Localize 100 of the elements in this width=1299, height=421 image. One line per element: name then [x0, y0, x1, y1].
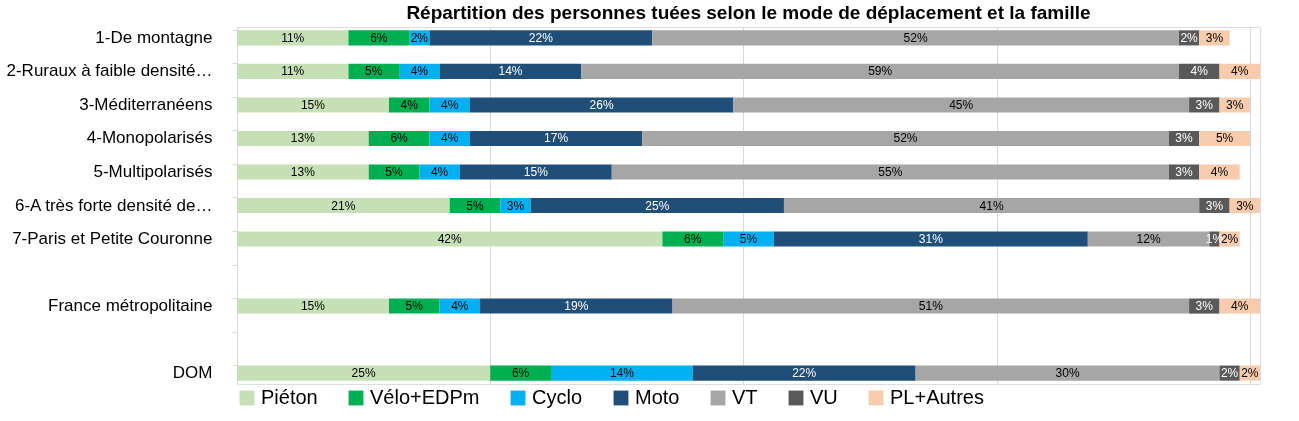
- legend-label: Vélo+EDPm: [370, 386, 480, 408]
- bar: [368, 164, 420, 180]
- bar: [1199, 164, 1240, 180]
- data-label: 5%: [739, 232, 758, 247]
- data-label: 2%: [1180, 30, 1199, 45]
- data-label: 4%: [1210, 164, 1229, 179]
- data-label: 4%: [400, 97, 419, 112]
- data-label: 2%: [1220, 366, 1239, 381]
- data-label: 3%: [1205, 198, 1224, 213]
- data-label: 4%: [410, 64, 429, 79]
- bar: [581, 63, 1179, 79]
- data-label: 11%: [281, 30, 305, 45]
- data-label: 3%: [1226, 97, 1244, 112]
- legend-label: Moto: [635, 386, 680, 408]
- data-label: 25%: [351, 366, 376, 381]
- data-label: 21%: [331, 198, 356, 213]
- bar: [419, 164, 460, 180]
- data-label: 15%: [523, 164, 549, 179]
- legend-label: Cyclo: [532, 386, 583, 408]
- data-label: 3%: [1195, 299, 1214, 314]
- y-tick-label: 1-De montagne: [95, 27, 213, 47]
- bar: [692, 365, 916, 381]
- data-label: 3%: [1195, 97, 1214, 112]
- data-label: 4%: [441, 131, 459, 146]
- bar: [915, 365, 1220, 381]
- y-tick-label: 3-Méditerranéens: [79, 94, 213, 114]
- data-label: 51%: [918, 299, 944, 314]
- chart-title: Répartition des personnes tuées selon le mode de déplacement et la famille: [406, 2, 1091, 23]
- data-label: 6%: [390, 131, 409, 146]
- data-label: 2%: [410, 30, 429, 45]
- y-tick-label: France métropolitaine: [48, 296, 213, 316]
- data-label: 4%: [451, 299, 469, 314]
- data-label: 22%: [528, 30, 554, 45]
- data-label: 45%: [949, 97, 974, 112]
- bar: [237, 130, 369, 146]
- data-label: 17%: [544, 131, 569, 146]
- data-label: 6%: [511, 366, 530, 381]
- bar: [237, 97, 389, 113]
- data-label: 4%: [441, 97, 459, 112]
- bar: [237, 365, 491, 381]
- data-label: 5%: [1215, 131, 1234, 146]
- data-label: 59%: [868, 64, 893, 79]
- data-label: 5%: [385, 164, 403, 179]
- data-label: 3%: [1175, 131, 1194, 146]
- bar: [480, 298, 673, 314]
- data-label: 4%: [1231, 299, 1249, 314]
- data-label: 26%: [589, 97, 614, 112]
- data-label: 15%: [300, 97, 326, 112]
- data-label: 52%: [893, 131, 918, 146]
- bar: [652, 30, 1179, 46]
- data-label: 15%: [300, 299, 326, 314]
- data-label: 5%: [365, 64, 383, 79]
- data-label: 41%: [979, 198, 1004, 213]
- bar: [429, 30, 653, 46]
- bar: [237, 30, 349, 46]
- data-label: 42%: [437, 232, 463, 247]
- y-tick-label: 5-Multipolarisés: [93, 161, 213, 181]
- data-label: 4%: [1190, 64, 1209, 79]
- bar: [439, 63, 582, 79]
- bar: [530, 197, 784, 214]
- legend-label: Piéton: [261, 386, 318, 408]
- data-label: 6%: [370, 30, 388, 45]
- y-tick-label: 6-A très forte densité de…: [15, 195, 213, 215]
- y-tick-label: 2-Ruraux à faible densité…: [6, 61, 213, 81]
- data-label: 3%: [1205, 30, 1224, 45]
- bar: [237, 298, 389, 314]
- data-label: 6%: [684, 232, 702, 247]
- data-label: 13%: [290, 164, 316, 179]
- data-label: 31%: [918, 232, 944, 247]
- data-label: 25%: [645, 198, 670, 213]
- legend-label: VT: [732, 386, 758, 408]
- bar: [662, 231, 724, 247]
- bar: [237, 231, 663, 247]
- data-label: 13%: [290, 131, 316, 146]
- data-label: 5%: [405, 299, 424, 314]
- bar: [237, 197, 450, 214]
- bar: [237, 63, 349, 79]
- legend-label: VU: [810, 386, 838, 408]
- data-label: 14%: [498, 64, 523, 79]
- data-label: 4%: [1231, 64, 1249, 79]
- data-label: 4%: [430, 164, 449, 179]
- bar: [672, 298, 1190, 314]
- data-label: 3%: [1236, 198, 1254, 213]
- data-label: 3%: [506, 198, 525, 213]
- data-label: 11%: [281, 64, 305, 79]
- data-label: 14%: [609, 366, 635, 381]
- data-label: 30%: [1055, 366, 1080, 381]
- bar: [733, 97, 1190, 113]
- legend-label: PL+Autres: [890, 386, 984, 408]
- bar: [783, 197, 1200, 214]
- y-tick-label: 7-Paris et Petite Couronne: [12, 229, 213, 249]
- data-label: 52%: [903, 30, 928, 45]
- y-tick-label: 4-Monopolarisés: [86, 128, 213, 148]
- data-label: 19%: [564, 299, 589, 314]
- data-label: 5%: [466, 198, 485, 213]
- data-label: 3%: [1175, 164, 1194, 179]
- bar: [642, 130, 1169, 146]
- bar: [550, 365, 693, 381]
- data-label: 12%: [1136, 232, 1161, 247]
- data-label: 55%: [878, 164, 903, 179]
